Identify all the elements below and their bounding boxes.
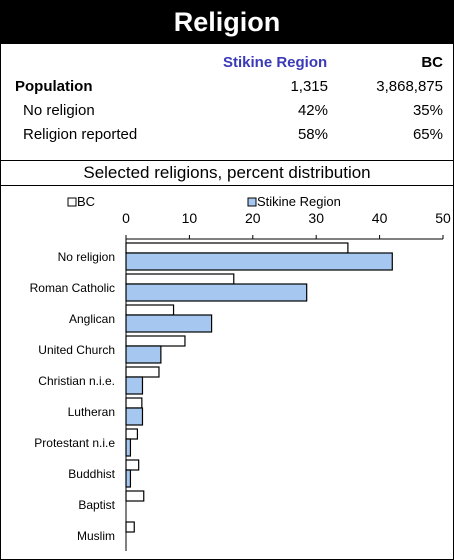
bar-bc — [125, 490, 145, 502]
stats-row-region-value: 58% — [297, 126, 328, 143]
bar-bc — [125, 366, 160, 378]
bar-bc — [125, 521, 135, 533]
stats-row-bc-value: 3,868,875 — [376, 78, 443, 95]
category-label: No religion — [58, 250, 115, 264]
col-header-region: Stikine Region — [223, 54, 328, 71]
page-title: Religion — [1, 1, 453, 44]
bar-stikine-region — [125, 438, 132, 457]
category-label: Muslim — [77, 529, 115, 543]
bar-stikine-region — [125, 376, 144, 395]
bar-bc — [125, 335, 186, 347]
stats-row-region-value: 1,315 — [290, 78, 328, 95]
bar-bc — [125, 242, 349, 254]
stats-row-bc-value: 65% — [412, 126, 443, 143]
stats-row-label: Population — [15, 78, 93, 95]
bar-stikine-region — [125, 314, 213, 333]
bar-chart: BC Stikine Region 0 10 20 30 40 50 No religion Ro… — [30, 194, 451, 551]
bar-bc — [125, 304, 175, 316]
bar-bc — [125, 428, 139, 440]
category-label: Anglican — [69, 312, 115, 326]
bar-stikine-region — [125, 252, 393, 271]
x-tick-label: 20 — [245, 210, 261, 226]
bar-stikine-region — [125, 469, 132, 488]
category-label: Lutheran — [68, 405, 115, 419]
category-label: Buddhist — [68, 467, 115, 481]
category-label: United Church — [38, 343, 115, 357]
stats-row-bc-value: 35% — [412, 102, 443, 119]
bar-stikine-region — [125, 407, 144, 426]
col-header-bc: BC — [421, 54, 443, 71]
x-tick-label: 10 — [182, 210, 198, 226]
x-tick-label: 40 — [372, 210, 388, 226]
x-tick-label: 30 — [308, 210, 324, 226]
legend-swatch-region — [247, 197, 257, 207]
stats-row-label: Religion reported — [23, 126, 138, 143]
category-label: Roman Catholic — [30, 281, 115, 295]
bar-stikine-region — [125, 283, 308, 302]
bar-stikine-region — [125, 345, 162, 364]
chart-title: Selected religions, percent distribution — [1, 161, 453, 186]
x-tick-label: 0 — [122, 210, 130, 226]
stats-row-region-value: 42% — [297, 102, 328, 119]
legend-label-region: Stikine Region — [257, 194, 341, 209]
bar-bc — [125, 397, 143, 409]
legend-swatch-bc — [67, 197, 77, 207]
legend-label-bc: BC — [77, 194, 95, 209]
stats-table: Stikine Region BC Population 1,315 3,868… — [1, 44, 453, 161]
category-label: Baptist — [78, 498, 115, 512]
category-label: Protestant n.i.e — [34, 436, 115, 450]
category-label: Christian n.i.e. — [38, 374, 115, 388]
bar-bc — [125, 273, 235, 285]
bar-bc — [125, 459, 140, 471]
stats-row-label: No religion — [23, 102, 95, 119]
x-tick-label: 50 — [435, 210, 451, 226]
